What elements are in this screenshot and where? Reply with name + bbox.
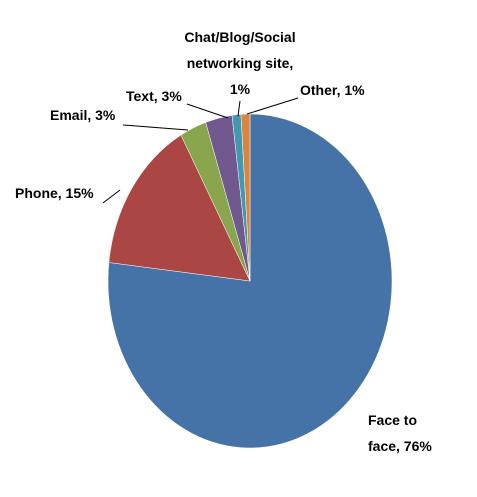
leader-line <box>102 189 121 204</box>
labels: Face to face, 76% Phone, 15% Email, 3% Text,… <box>15 29 432 454</box>
data-label: Chat/Blog/Social networking site, 1% <box>184 29 295 97</box>
pie-slice <box>107 113 393 449</box>
pie-slice <box>240 113 251 282</box>
data-label: Email, 3% <box>50 107 116 123</box>
data-label: Other, 1% <box>300 82 365 98</box>
data-label: Face to face, 76% <box>368 412 432 454</box>
leader-line <box>246 97 299 115</box>
leader-line <box>122 124 189 131</box>
leader-line <box>186 103 229 119</box>
pie-slice <box>108 134 251 282</box>
slices <box>107 113 393 449</box>
data-label: Phone, 15% <box>15 185 94 201</box>
data-label: Text, 3% <box>126 88 182 104</box>
leader-line <box>237 100 241 117</box>
